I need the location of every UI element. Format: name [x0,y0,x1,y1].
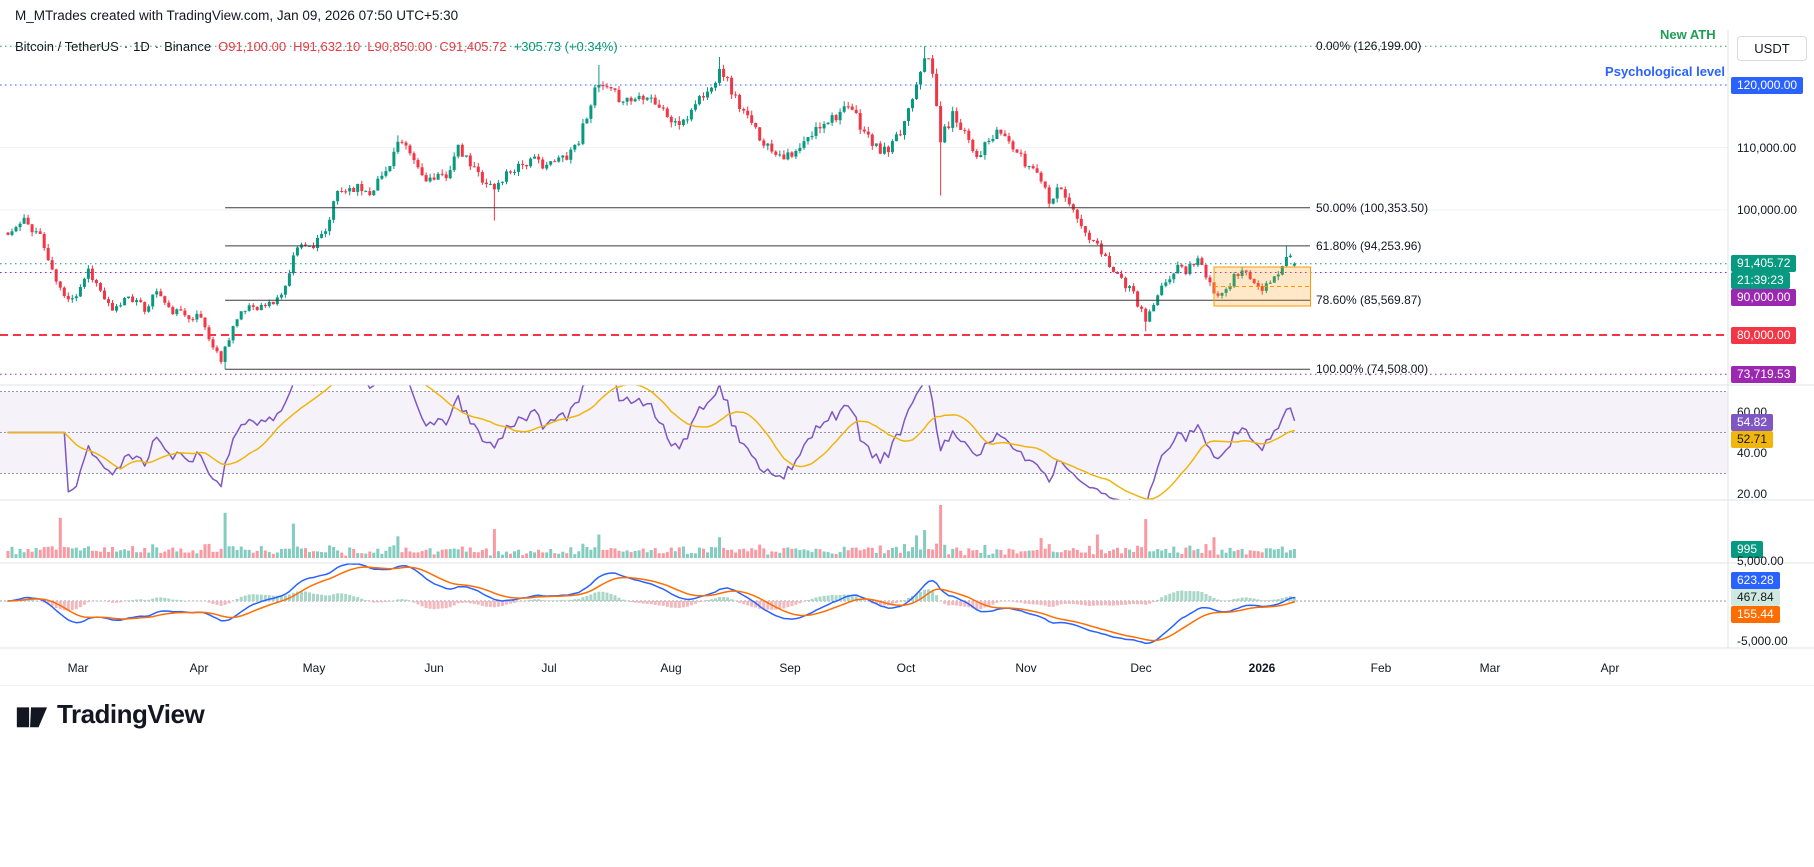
symbol-title[interactable]: Bitcoin / TetherUS [15,39,119,54]
tradingview-wordmark: TradingView [57,698,205,729]
tradingview-logo[interactable]: TradingView [14,697,205,731]
ohlc-open: O91,100.00 [218,39,287,54]
currency-toggle-button[interactable]: USDT [1737,36,1807,61]
tradingview-logo-icon [16,707,48,728]
ohlc-low: L90,850.00 [367,39,433,54]
separator-dot: · [154,39,160,54]
psychological-level-label: Psychological level [1605,64,1725,79]
exchange-label: Binance [164,39,212,54]
ohlc-close: C91,405.72 [439,39,507,54]
ohlc-high: H91,632.10 [293,39,361,54]
new-ath-label: New ATH [1660,27,1716,42]
chart-canvas[interactable] [0,30,1814,686]
attribution-text: M_MTrades created with TradingView.com, … [15,8,459,23]
